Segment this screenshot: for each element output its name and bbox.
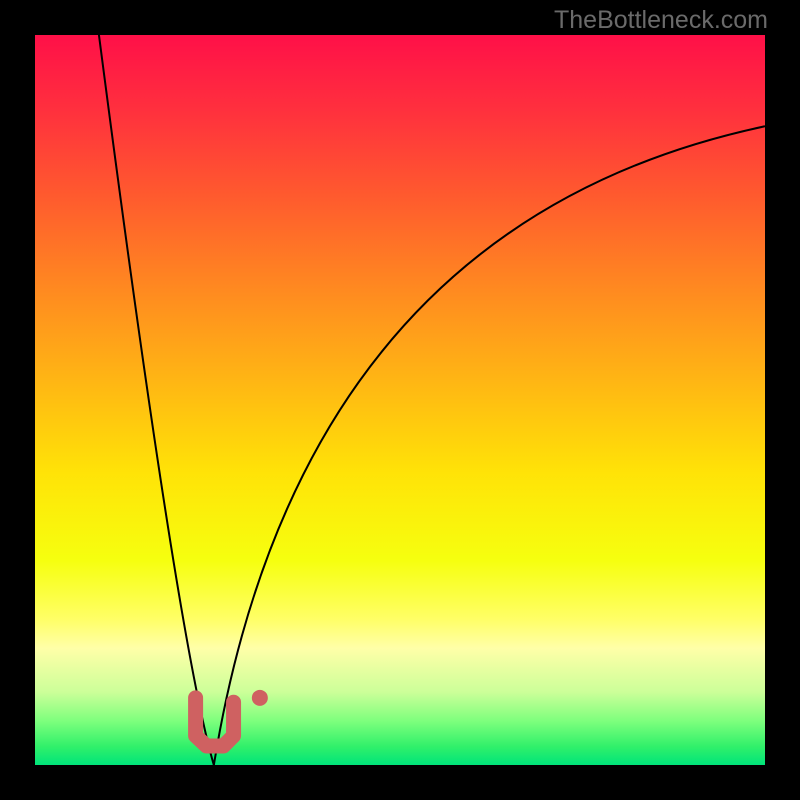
vertex-marker-u (196, 698, 234, 746)
chart-canvas: TheBottleneck.com (0, 0, 800, 800)
vertex-marker-dot (252, 690, 268, 706)
bottleneck-curves (97, 20, 765, 765)
watermark-text: TheBottleneck.com (554, 6, 768, 35)
vertex-marker (196, 690, 268, 746)
curve-right-arm (214, 126, 765, 765)
curves-overlay (0, 0, 800, 800)
curve-left-arm (97, 20, 214, 765)
